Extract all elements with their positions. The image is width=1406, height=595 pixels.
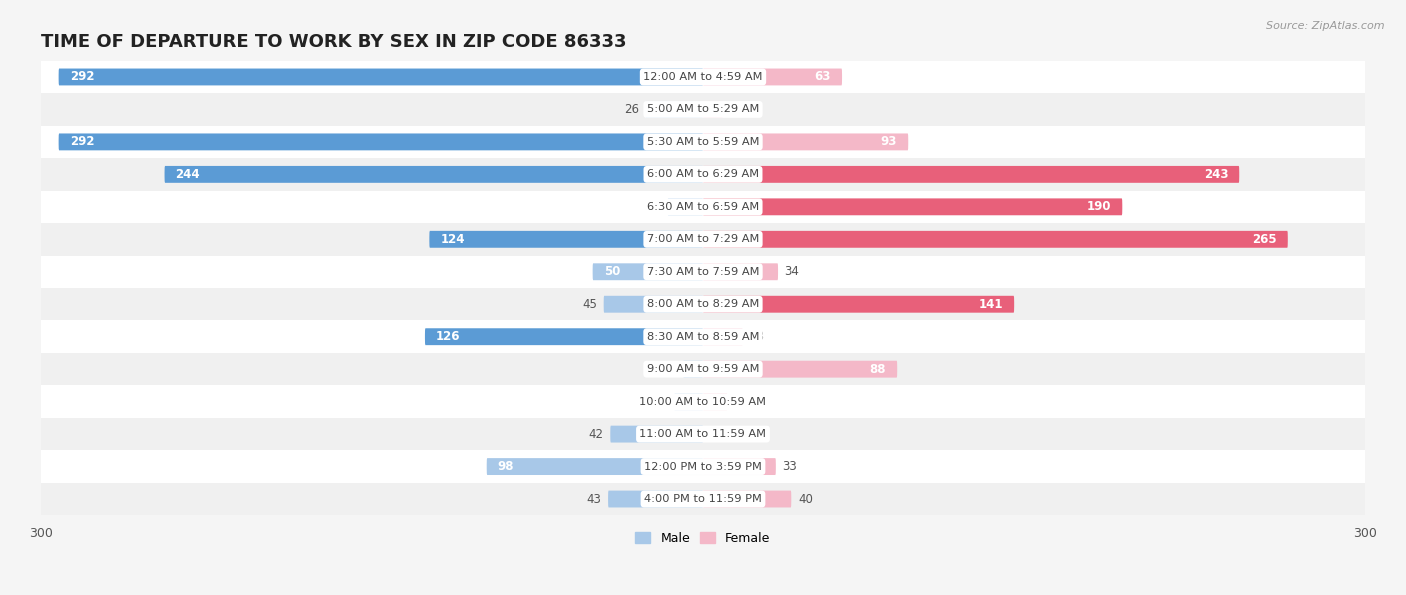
FancyBboxPatch shape: [603, 296, 703, 313]
Text: 292: 292: [70, 136, 94, 148]
Bar: [41, 288, 1365, 321]
Text: 12:00 PM to 3:59 PM: 12:00 PM to 3:59 PM: [644, 462, 762, 472]
FancyBboxPatch shape: [703, 361, 897, 378]
Text: 33: 33: [783, 460, 797, 473]
Bar: [41, 126, 1365, 158]
Text: 9: 9: [730, 103, 737, 116]
FancyBboxPatch shape: [607, 491, 703, 508]
FancyBboxPatch shape: [703, 328, 742, 345]
Text: 13: 13: [652, 395, 668, 408]
FancyBboxPatch shape: [703, 133, 908, 151]
Text: 243: 243: [1204, 168, 1229, 181]
Bar: [41, 255, 1365, 288]
FancyBboxPatch shape: [703, 458, 776, 475]
Bar: [41, 418, 1365, 450]
Text: 18: 18: [749, 330, 765, 343]
Text: 0: 0: [710, 428, 717, 441]
Text: 43: 43: [586, 493, 602, 506]
Text: 34: 34: [785, 265, 800, 278]
FancyBboxPatch shape: [59, 68, 703, 86]
Text: 126: 126: [436, 330, 461, 343]
Bar: [41, 483, 1365, 515]
FancyBboxPatch shape: [683, 361, 703, 378]
FancyBboxPatch shape: [429, 231, 703, 248]
Text: 6:30 AM to 6:59 AM: 6:30 AM to 6:59 AM: [647, 202, 759, 212]
FancyBboxPatch shape: [703, 166, 1239, 183]
Text: 5:00 AM to 5:29 AM: 5:00 AM to 5:29 AM: [647, 105, 759, 114]
Text: 11: 11: [734, 395, 749, 408]
Text: 98: 98: [498, 460, 515, 473]
FancyBboxPatch shape: [165, 166, 703, 183]
Text: 244: 244: [176, 168, 200, 181]
FancyBboxPatch shape: [703, 296, 1014, 313]
FancyBboxPatch shape: [703, 101, 723, 118]
Text: 265: 265: [1253, 233, 1277, 246]
Text: TIME OF DEPARTURE TO WORK BY SEX IN ZIP CODE 86333: TIME OF DEPARTURE TO WORK BY SEX IN ZIP …: [41, 33, 627, 51]
Bar: [41, 321, 1365, 353]
Text: 50: 50: [603, 265, 620, 278]
Text: 190: 190: [1087, 201, 1111, 214]
Bar: [41, 223, 1365, 255]
FancyBboxPatch shape: [703, 264, 778, 280]
Text: 9:00 AM to 9:59 AM: 9:00 AM to 9:59 AM: [647, 364, 759, 374]
Text: 7:00 AM to 7:29 AM: 7:00 AM to 7:29 AM: [647, 234, 759, 245]
Bar: [41, 158, 1365, 190]
FancyBboxPatch shape: [593, 264, 703, 280]
Bar: [41, 386, 1365, 418]
Text: 26: 26: [624, 103, 638, 116]
FancyBboxPatch shape: [703, 491, 792, 508]
Text: 42: 42: [589, 428, 603, 441]
Text: 12:00 AM to 4:59 AM: 12:00 AM to 4:59 AM: [644, 72, 762, 82]
Text: 93: 93: [880, 136, 897, 148]
Text: 292: 292: [70, 70, 94, 83]
Text: 40: 40: [797, 493, 813, 506]
Text: Source: ZipAtlas.com: Source: ZipAtlas.com: [1267, 21, 1385, 31]
FancyBboxPatch shape: [675, 393, 703, 410]
Bar: [41, 450, 1365, 483]
FancyBboxPatch shape: [668, 198, 703, 215]
Bar: [41, 93, 1365, 126]
FancyBboxPatch shape: [486, 458, 703, 475]
FancyBboxPatch shape: [610, 425, 703, 443]
Text: 4:00 PM to 11:59 PM: 4:00 PM to 11:59 PM: [644, 494, 762, 504]
Text: 63: 63: [814, 70, 831, 83]
FancyBboxPatch shape: [703, 231, 1288, 248]
Bar: [41, 353, 1365, 386]
FancyBboxPatch shape: [425, 328, 703, 345]
FancyBboxPatch shape: [703, 198, 1122, 215]
FancyBboxPatch shape: [59, 133, 703, 151]
Text: 141: 141: [979, 298, 1002, 311]
Text: 45: 45: [582, 298, 598, 311]
Text: 7:30 AM to 7:59 AM: 7:30 AM to 7:59 AM: [647, 267, 759, 277]
FancyBboxPatch shape: [703, 393, 727, 410]
Text: 16: 16: [647, 201, 661, 214]
Text: 9: 9: [669, 363, 676, 375]
Text: 8:00 AM to 8:29 AM: 8:00 AM to 8:29 AM: [647, 299, 759, 309]
Bar: [41, 61, 1365, 93]
Text: 6:00 AM to 6:29 AM: 6:00 AM to 6:29 AM: [647, 170, 759, 179]
FancyBboxPatch shape: [645, 101, 703, 118]
Bar: [41, 190, 1365, 223]
Text: 124: 124: [440, 233, 465, 246]
Text: 88: 88: [870, 363, 886, 375]
Text: 5:30 AM to 5:59 AM: 5:30 AM to 5:59 AM: [647, 137, 759, 147]
Text: 11:00 AM to 11:59 AM: 11:00 AM to 11:59 AM: [640, 429, 766, 439]
Text: 8:30 AM to 8:59 AM: 8:30 AM to 8:59 AM: [647, 331, 759, 342]
Legend: Male, Female: Male, Female: [630, 527, 776, 550]
FancyBboxPatch shape: [703, 68, 842, 86]
Text: 10:00 AM to 10:59 AM: 10:00 AM to 10:59 AM: [640, 397, 766, 406]
